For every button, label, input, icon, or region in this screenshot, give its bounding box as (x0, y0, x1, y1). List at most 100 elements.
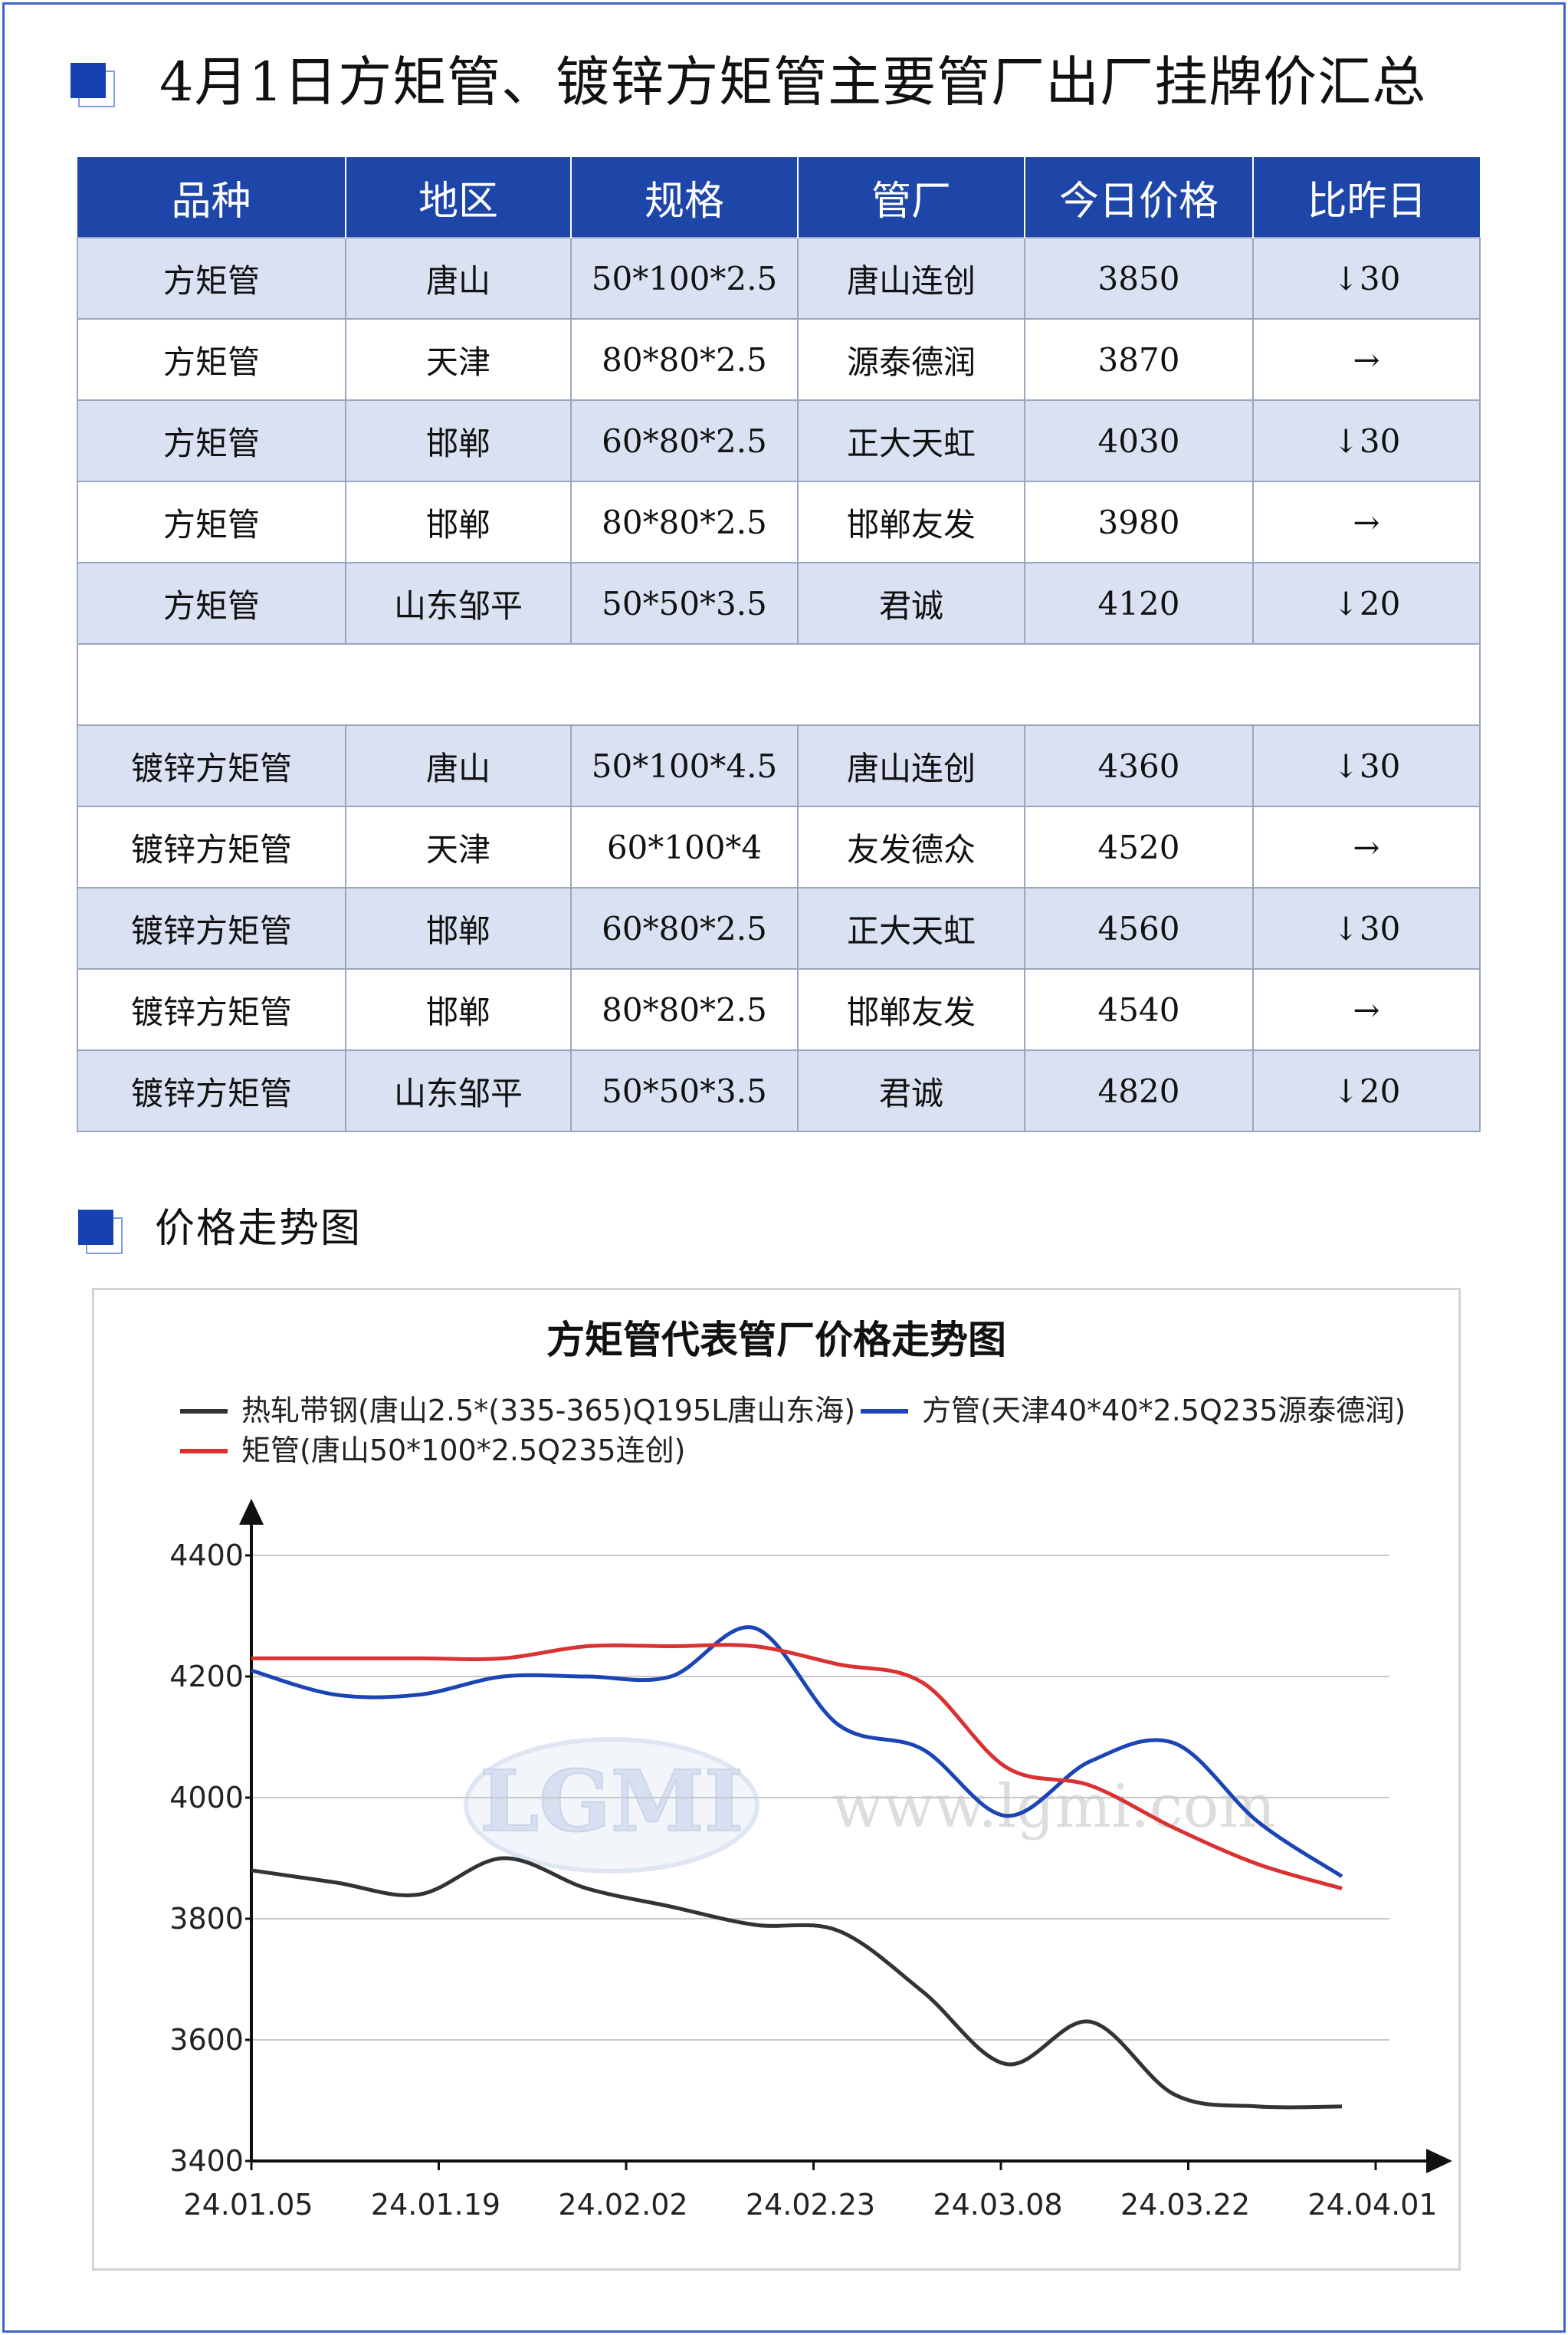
table-row: 镀锌方矩管 天津 60*100*4 友发德众 4520 → (77, 806, 1481, 888)
table-row: 镀锌方矩管 山东邹平 50*50*3.5 君诚 4820 ↓20 (77, 1049, 1481, 1132)
cell-product: 方矩管 (77, 481, 346, 563)
cell-spec: 50*50*3.5 (570, 1049, 799, 1132)
cell-spec: 60*100*4 (570, 806, 799, 888)
cell-product: 方矩管 (77, 399, 346, 482)
y-tick-label: 3400 (169, 2144, 244, 2178)
table-row: 镀锌方矩管 邯郸 80*80*2.5 邯郸友发 4540 → (77, 968, 1481, 1051)
cell-region: 唐山 (345, 724, 572, 807)
cell-change: → (1252, 481, 1481, 563)
y-tick-label: 4400 (169, 1539, 244, 1572)
cell-mill: 邯郸友发 (797, 968, 1025, 1051)
watermark-url: www.lgmi.com (832, 1772, 1275, 1841)
cell-region: 邯郸 (345, 481, 572, 563)
table-row: 镀锌方矩管 邯郸 60*80*2.5 正大天虹 4560 ↓30 (77, 887, 1481, 970)
x-tick-label: 24.02.23 (746, 2188, 875, 2222)
y-tick-label: 3800 (169, 1902, 244, 1936)
cell-spec: 80*80*2.5 (570, 318, 799, 401)
x-tick-label: 24.04.01 (1307, 2188, 1437, 2222)
cell-product: 方矩管 (77, 318, 346, 401)
trend-section-title: 价格走势图 (155, 1206, 362, 1252)
cell-change: ↓20 (1252, 562, 1481, 645)
cell-spec: 80*80*2.5 (570, 968, 799, 1051)
legend-label: 热轧带钢(唐山2.5*(335-365)Q195L唐山东海) (241, 1394, 855, 1427)
cell-mill: 正大天虹 (797, 887, 1025, 970)
cell-product: 镀锌方矩管 (77, 806, 346, 888)
cell-price: 3980 (1024, 481, 1254, 563)
cell-spec: 50*100*2.5 (570, 237, 799, 320)
cell-mill: 源泰德润 (797, 318, 1025, 401)
table-row: 方矩管 邯郸 80*80*2.5 邯郸友发 3980 → (77, 481, 1481, 563)
cell-mill: 正大天虹 (797, 399, 1025, 482)
table-header-row: 品种 地区 规格 管厂 今日价格 比昨日 (77, 157, 1480, 238)
cell-mill: 唐山连创 (797, 724, 1025, 807)
cell-spec: 50*50*3.5 (570, 562, 799, 645)
cell-change: ↓30 (1252, 237, 1481, 320)
cell-change: ↓30 (1252, 724, 1481, 807)
column-header: 今日价格 (1025, 157, 1254, 238)
cell-price: 4520 (1024, 806, 1254, 888)
cell-price: 4820 (1024, 1049, 1254, 1132)
section-marker-icon (71, 63, 118, 110)
cell-price: 3870 (1024, 318, 1254, 401)
table-row: 镀锌方矩管 唐山 50*100*4.5 唐山连创 4360 ↓30 (77, 724, 1481, 807)
spacer-cell (77, 643, 1481, 726)
chart-title: 方矩管代表管厂价格走势图 (546, 1318, 1006, 1362)
cell-region: 邯郸 (345, 399, 572, 482)
cell-mill: 君诚 (797, 562, 1025, 645)
cell-product: 方矩管 (77, 237, 346, 320)
cell-product: 镀锌方矩管 (77, 1049, 346, 1132)
cell-change: ↓20 (1252, 1049, 1481, 1132)
column-header: 规格 (571, 157, 799, 238)
cell-change: ↓30 (1252, 399, 1481, 482)
table-row: 方矩管 天津 80*80*2.5 源泰德润 3870 → (77, 318, 1481, 401)
cell-region: 唐山 (345, 237, 572, 320)
column-header: 品种 (77, 157, 346, 238)
cell-region: 邯郸 (345, 887, 572, 970)
cell-mill: 邯郸友发 (797, 481, 1025, 563)
cell-product: 镀锌方矩管 (77, 724, 346, 807)
cell-spec: 60*80*2.5 (570, 399, 799, 482)
cell-price: 4540 (1024, 968, 1254, 1051)
page-title: 4月1日方矩管、镀锌方矩管主要管厂出厂挂牌价汇总 (159, 51, 1427, 113)
table-row: 方矩管 唐山 50*100*2.5 唐山连创 3850 ↓30 (77, 237, 1481, 320)
table-row: 方矩管 邯郸 60*80*2.5 正大天虹 4030 ↓30 (77, 399, 1481, 482)
y-tick-label: 3600 (169, 2023, 244, 2057)
cell-region: 天津 (345, 806, 572, 888)
y-tick-label: 4000 (169, 1781, 244, 1814)
table-row: 方矩管 山东邹平 50*50*3.5 君诚 4120 ↓20 (77, 562, 1481, 645)
series-line-0 (251, 1856, 1343, 2110)
column-header: 比昨日 (1253, 157, 1480, 238)
price-table: 品种 地区 规格 管厂 今日价格 比昨日 方矩管 唐山 50*100*2.5 唐山连创 3850 ↓… (77, 157, 1481, 1132)
cell-price: 4030 (1024, 399, 1254, 482)
y-axis-arrow-icon (239, 1499, 264, 1525)
legend-label: 方管(天津40*40*2.5Q235源泰德润) (922, 1394, 1406, 1427)
lgmi-watermark: LGMI www.lgmi.com (464, 1737, 1276, 1874)
cell-product: 镀锌方矩管 (77, 968, 346, 1051)
cell-change: ↓30 (1252, 887, 1481, 970)
price-trend-chart: LGMI www.lgmi.com 3400 3600 3800 4000 4200 44… (92, 1288, 1461, 2271)
cell-mill: 唐山连创 (797, 237, 1025, 320)
x-tick-label: 24.01.19 (371, 2188, 500, 2222)
column-header: 地区 (346, 157, 572, 238)
cell-price: 4120 (1024, 562, 1254, 645)
legend-label: 矩管(唐山50*100*2.5Q235连创) (241, 1434, 685, 1467)
series-line-1 (251, 1625, 1343, 1878)
cell-price: 3850 (1024, 237, 1254, 320)
cell-mill: 友发德众 (797, 806, 1025, 888)
cell-change: → (1252, 968, 1481, 1051)
cell-product: 镀锌方矩管 (77, 887, 346, 970)
cell-change: → (1252, 318, 1481, 401)
cell-spec: 60*80*2.5 (570, 887, 799, 970)
cell-spec: 80*80*2.5 (570, 481, 799, 563)
cell-region: 山东邹平 (345, 1049, 572, 1132)
cell-spec: 50*100*4.5 (570, 724, 799, 807)
section-marker-icon (78, 1210, 126, 1257)
x-axis-arrow-icon (1426, 2149, 1452, 2173)
cell-region: 天津 (345, 318, 572, 401)
cell-price: 4360 (1024, 724, 1254, 807)
cell-change: → (1252, 806, 1481, 888)
table-spacer-row (77, 643, 1481, 726)
column-header: 管厂 (798, 157, 1025, 238)
cell-region: 山东邹平 (345, 562, 572, 645)
